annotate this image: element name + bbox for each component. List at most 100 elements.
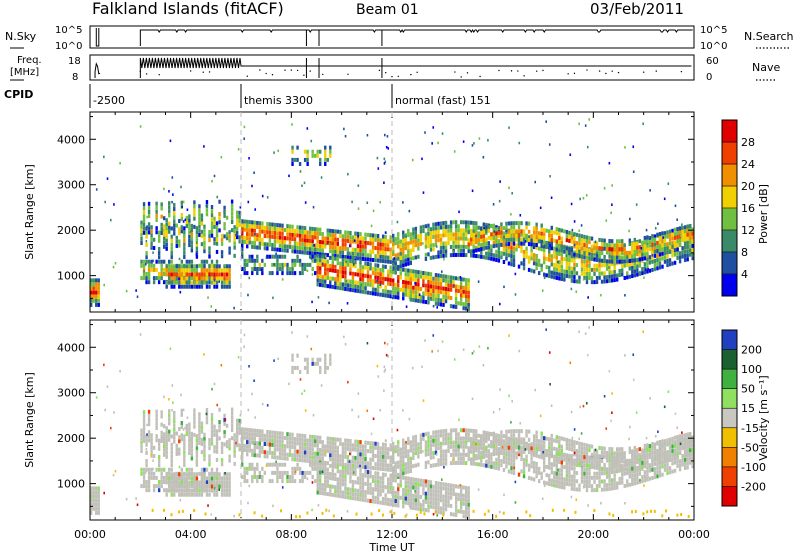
velocity-cell [180, 437, 183, 442]
power-cell [311, 267, 314, 271]
velocity-cell [170, 472, 173, 477]
power-cell [553, 238, 556, 243]
nave-point [290, 69, 293, 71]
power-cell [613, 273, 616, 278]
velocity-cell [188, 472, 191, 477]
power-cell [563, 269, 566, 274]
power-noise [441, 132, 444, 135]
power-cell [633, 258, 636, 263]
velocity-cell [427, 431, 430, 436]
power-cell [404, 272, 407, 277]
power-cell [636, 249, 639, 254]
power-cell [691, 235, 694, 240]
power-cell [349, 251, 352, 256]
power-noise [384, 160, 387, 164]
velocity-cell [311, 357, 314, 362]
power-cell [392, 262, 395, 267]
power-cell [502, 259, 506, 264]
velocity-cell [293, 457, 297, 462]
velocity-cell [142, 480, 146, 484]
power-cell [173, 219, 176, 224]
velocity-cell [439, 445, 443, 450]
power-cell [618, 247, 621, 252]
power-cell [434, 230, 438, 235]
power-cell [560, 228, 564, 233]
velocity-cell [183, 438, 186, 443]
power-cell [681, 229, 684, 234]
power-cell [188, 272, 191, 277]
velocity-cell [442, 506, 445, 511]
velocity-cell [573, 470, 576, 475]
power-cell [462, 252, 465, 257]
velocity-cell [409, 485, 413, 490]
power-cell [334, 253, 337, 258]
power-cell [203, 264, 206, 269]
velocity-cell [190, 480, 194, 485]
power-cell [361, 248, 365, 253]
velocity-cell [583, 479, 586, 484]
velocity-cell [412, 451, 415, 456]
velocity-cell [560, 468, 564, 473]
velocity-cell [253, 449, 256, 454]
velocity-cell [286, 440, 289, 445]
power-cell [311, 258, 314, 263]
freq-tick-bottom: 8 [72, 72, 78, 83]
power-cell [593, 280, 596, 285]
velocity-cell [464, 436, 468, 441]
power-cell [404, 237, 407, 242]
power-cell [678, 238, 682, 243]
velocity-cell [308, 434, 312, 439]
velocity-cell [392, 454, 395, 459]
power-cell [296, 229, 299, 234]
velocity-cell [422, 503, 425, 508]
velocity-cell [195, 480, 199, 485]
power-cell [339, 254, 342, 259]
power-cell [409, 252, 413, 257]
velocity-cell [409, 440, 413, 445]
velocity-cell [399, 459, 402, 464]
power-cell [412, 289, 415, 294]
velocity-cell [553, 483, 556, 488]
power-noise [549, 244, 551, 247]
power-cell [354, 239, 357, 244]
velocity-cell [180, 488, 183, 493]
velocity-cell [419, 441, 423, 446]
power-cell [286, 271, 289, 276]
power-cell [306, 246, 309, 251]
velocity-cell [165, 442, 168, 447]
power-cell [643, 244, 647, 249]
velocity-cell [381, 476, 385, 481]
velocity-cell [329, 440, 332, 445]
power-noise [281, 278, 284, 281]
velocity-cell [530, 460, 533, 465]
velocity-cell [298, 445, 302, 450]
velocity-cell [447, 436, 450, 441]
power-cell [306, 262, 309, 267]
velocity-cell [185, 476, 189, 481]
velocity-cell [198, 492, 201, 497]
power-cell [210, 263, 214, 268]
velocity-cell [404, 496, 407, 501]
power-cell [256, 258, 259, 263]
power-cell [409, 240, 413, 245]
velocity-cell [316, 465, 319, 470]
power-cell [329, 153, 332, 158]
power-noise [396, 220, 399, 224]
power-cell [223, 268, 226, 273]
power-cell [550, 242, 553, 247]
power-cell [329, 245, 332, 250]
power-cell [422, 224, 425, 229]
power-cell [278, 267, 282, 271]
power-cell [208, 246, 211, 251]
power-cell [459, 232, 463, 237]
power-cell [439, 245, 443, 250]
power-cell [502, 243, 506, 248]
power-cell [434, 242, 438, 247]
velocity-cell [278, 470, 282, 475]
power-cell [286, 244, 289, 249]
power-noise [372, 209, 375, 213]
velocity-cell [439, 453, 443, 458]
velocity-cell [442, 457, 445, 462]
velocity-cell [364, 457, 367, 461]
power-cell [444, 220, 448, 225]
